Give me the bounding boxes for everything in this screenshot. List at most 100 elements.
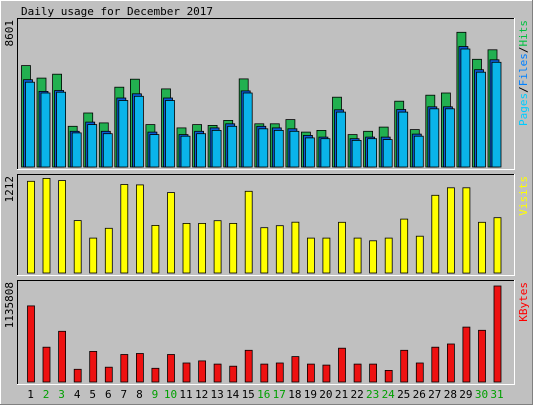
panel-bars <box>27 177 502 274</box>
bar-kbytes <box>431 346 440 383</box>
panel-kbytes: 1135808 KBytes <box>3 280 530 385</box>
bar-visits <box>104 227 113 274</box>
legend-item: KBytes <box>517 282 530 322</box>
bar-visits <box>338 221 346 274</box>
bar-visits <box>42 177 51 274</box>
bar-visits <box>462 187 471 274</box>
day-label: 10 <box>164 388 177 401</box>
day-label: 4 <box>74 388 81 401</box>
bar-pages <box>118 100 129 168</box>
bar-pages <box>413 135 424 168</box>
bar-pages <box>398 111 409 168</box>
bar-pages <box>149 134 160 168</box>
bar-pages <box>273 129 284 168</box>
bar-kbytes <box>322 364 331 383</box>
chart-title: Daily usage for December 2017 <box>21 5 213 18</box>
day-label: 9 <box>152 388 159 401</box>
bar-pages <box>460 48 471 168</box>
bar-kbytes <box>229 365 238 383</box>
panel-max-label: 1135808 <box>3 282 16 328</box>
bar-visits <box>167 192 175 274</box>
bar-pages <box>25 81 35 168</box>
bar-visits <box>120 184 129 274</box>
day-label: 17 <box>273 388 286 401</box>
day-label: 18 <box>288 388 301 401</box>
day-label: 14 <box>226 388 240 401</box>
bar-visits <box>384 237 393 274</box>
bar-visits <box>151 224 160 274</box>
legend-item: Pages <box>517 93 530 126</box>
day-label: 6 <box>105 388 112 401</box>
bar-kbytes <box>353 363 362 383</box>
bar-visits <box>446 187 455 274</box>
day-label: 23 <box>366 388 379 401</box>
bar-pages <box>40 92 51 168</box>
bar-pages <box>165 100 175 168</box>
bar-kbytes <box>198 360 207 383</box>
bar-kbytes <box>275 362 284 383</box>
bar-pages <box>180 135 191 168</box>
bar-kbytes <box>244 349 253 383</box>
bar-kbytes <box>182 362 191 383</box>
day-label: 30 <box>475 388 488 401</box>
bar-pages <box>87 124 98 168</box>
bar-visits <box>369 240 378 274</box>
day-label: 7 <box>120 388 127 401</box>
legend-item: Hits <box>517 20 530 47</box>
bar-pages <box>196 133 207 168</box>
bar-pages <box>491 61 502 168</box>
bar-pages <box>289 130 300 168</box>
legend-separator: / <box>517 47 530 54</box>
day-label: 19 <box>304 388 317 401</box>
bar-kbytes <box>306 363 315 383</box>
bar-kbytes <box>42 346 51 383</box>
bar-visits <box>291 221 300 274</box>
day-label: 13 <box>210 388 223 401</box>
day-label: 25 <box>397 388 410 401</box>
day-label: 22 <box>350 388 363 401</box>
bar-pages <box>56 91 66 168</box>
bar-visits <box>135 184 144 274</box>
bar-visits <box>260 227 269 274</box>
bar-kbytes <box>478 329 486 383</box>
bar-pages <box>351 139 362 168</box>
bar-visits <box>73 220 82 274</box>
bar-kbytes <box>120 354 129 383</box>
bar-pages <box>320 138 331 168</box>
bar-visits <box>493 217 502 274</box>
bar-visits <box>89 237 98 274</box>
bar-kbytes <box>27 305 35 383</box>
day-label: 29 <box>459 388 472 401</box>
bar-visits <box>27 180 35 274</box>
day-labels: 1 2 3 4 5 6 7 8 9 10 11 12 13 14 15 16 17 18 19 20 21 22 23 24 2… <box>27 388 503 401</box>
bar-kbytes <box>446 343 455 383</box>
bar-pages <box>71 132 82 168</box>
bar-pages <box>258 128 269 168</box>
bar-visits <box>275 225 284 274</box>
panel-bars <box>21 31 502 168</box>
day-label: 26 <box>413 388 426 401</box>
bar-kbytes <box>104 366 113 383</box>
bar-visits <box>415 235 424 274</box>
bar-pages <box>102 133 113 168</box>
legend-text: KBytes <box>517 282 530 322</box>
bar-pages <box>227 125 238 168</box>
bar-pages <box>367 138 378 168</box>
bar-kbytes <box>338 347 346 383</box>
bar-visits <box>213 220 222 274</box>
bar-visits <box>353 237 362 274</box>
day-label: 5 <box>89 388 96 401</box>
day-label: 1 <box>27 388 34 401</box>
legend-text: Visits <box>517 176 530 216</box>
bar-pages <box>211 129 222 168</box>
day-label: 16 <box>257 388 270 401</box>
panel-bars <box>27 285 502 383</box>
day-label: 27 <box>428 388 441 401</box>
bar-visits <box>478 221 486 274</box>
panel-legend: Pages/Files/Hits <box>517 20 530 126</box>
panel-max-label: 1212 <box>3 176 16 203</box>
day-label: 24 <box>382 388 396 401</box>
bar-kbytes <box>89 350 98 383</box>
bar-visits <box>244 190 253 274</box>
